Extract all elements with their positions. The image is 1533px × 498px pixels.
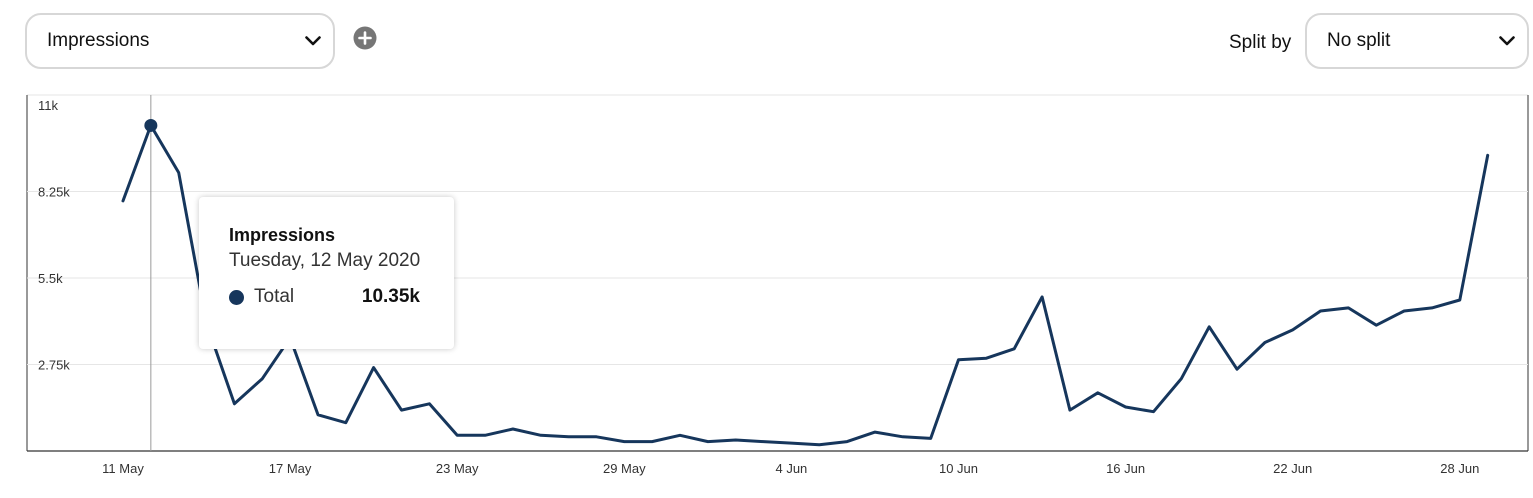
x-tick-label: 29 May (603, 461, 646, 476)
y-tick-label: 8.25k (38, 185, 70, 200)
chevron-down-icon (1487, 36, 1527, 46)
y-tick-label: 2.75k (38, 358, 70, 373)
plus-circle-icon[interactable] (353, 26, 377, 50)
series-color-dot (229, 289, 244, 305)
x-tick-label: 11 May (102, 461, 144, 476)
x-tick-label: 22 Jun (1273, 461, 1312, 476)
x-tick-label: 4 Jun (775, 461, 807, 476)
x-tick-label: 17 May (269, 461, 312, 476)
metric-select-value: Impressions (47, 30, 150, 51)
highlighted-point (144, 118, 158, 132)
y-tick-label: 5.5k (38, 271, 63, 286)
tooltip-title: Impressions (229, 225, 336, 245)
tooltip-series-name: Total (254, 286, 295, 307)
split-select-value: No split (1327, 30, 1391, 51)
y-tick-label: 11k (38, 98, 58, 113)
chevron-down-icon (293, 36, 333, 46)
split-select[interactable]: No split (1305, 13, 1529, 69)
tooltip-row: Total 10.35k (229, 286, 454, 308)
series-line-total (121, 123, 1490, 447)
split-by-label: Split by (1229, 32, 1292, 53)
metric-select[interactable]: Impressions (25, 13, 335, 69)
x-tick-label: 10 Jun (939, 461, 978, 476)
x-tick-label: 28 Jun (1440, 461, 1479, 476)
tooltip-date: Tuesday, 12 May 2020 (229, 250, 421, 271)
chart-tooltip: Impressions Tuesday, 12 May 2020 Total 1… (199, 197, 454, 349)
x-tick-label: 16 Jun (1106, 461, 1145, 476)
tooltip-value: 10.35k (361, 286, 420, 307)
x-tick-label: 23 May (436, 461, 479, 476)
